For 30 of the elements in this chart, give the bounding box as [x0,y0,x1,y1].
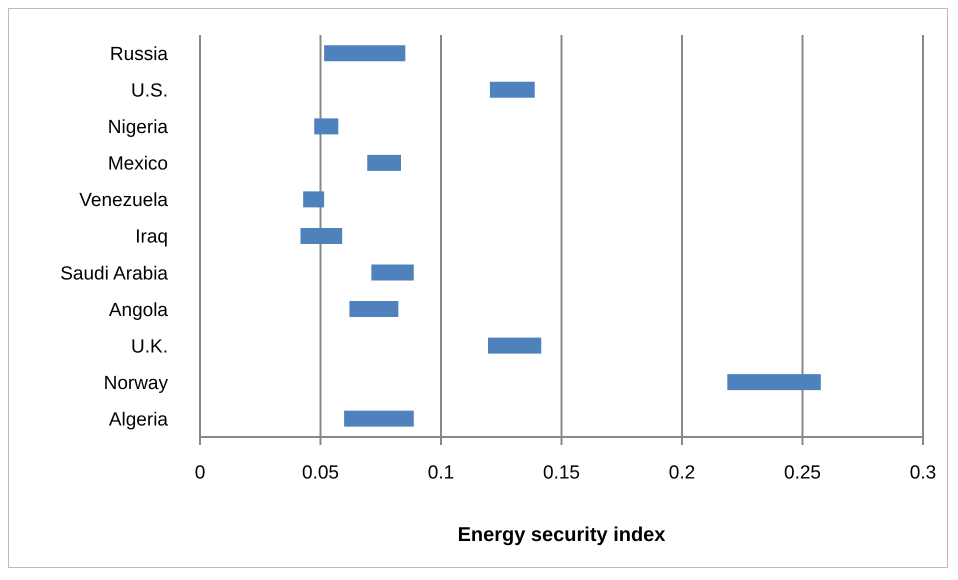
y-tick-label: Iraq [135,226,168,248]
y-tick-label: Algeria [108,409,168,430]
bar [344,410,414,427]
bar [324,45,406,62]
y-tick-label: Mexico [108,154,168,175]
x-tick-label: 0.3 [910,462,936,484]
bar [490,82,535,98]
y-tick-label: Nigeria [108,117,168,138]
bar [303,191,324,208]
bar [488,338,542,354]
x-axis-title: Energy security index [458,524,666,546]
y-tick-label: Norway [104,372,168,394]
y-tick-label: U.S. [131,80,168,102]
x-tick-label: 0.2 [668,462,696,484]
x-tick-label: 0 [194,462,206,484]
bar [371,264,414,281]
x-tick-label: 0.05 [302,462,339,484]
y-tick-label: U.K. [131,336,168,358]
y-tick-label: Russia [110,44,168,66]
x-tick-label: 0.25 [784,462,821,484]
bar [349,301,398,318]
bar [314,118,338,134]
y-tick-label: Venezuela [79,190,168,212]
y-tick-label: Saudi Arabia [60,263,168,284]
bar [727,374,821,390]
y-tick-label: Angola [108,300,168,321]
x-tick-label: 0.15 [543,462,580,484]
bar [300,228,342,244]
x-tick-label: 0.1 [428,462,454,484]
bar [367,154,401,171]
